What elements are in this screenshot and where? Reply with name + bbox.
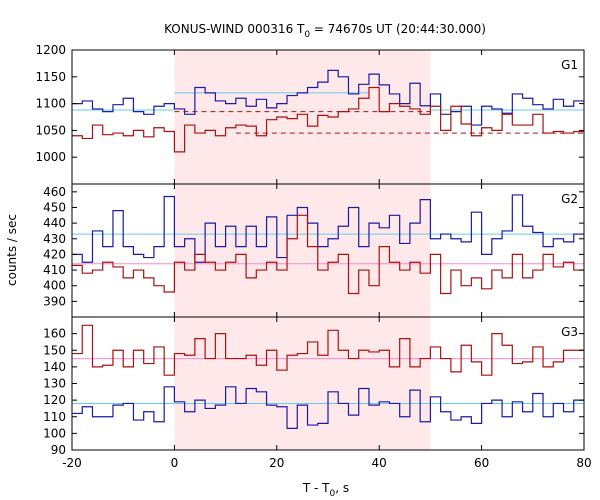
y-tick-label: 1150 xyxy=(35,70,66,84)
shaded-interval xyxy=(174,50,431,184)
y-tick-label: 100 xyxy=(43,426,66,440)
x-tick-label: 40 xyxy=(372,456,387,470)
panel-label: G2 xyxy=(561,192,578,206)
panel-g1: 1000 1050 1100 1150 1200 G1 xyxy=(35,43,585,185)
series-line-blue xyxy=(72,386,584,429)
chart-panels: 10001050110011501200G1390400410420430440… xyxy=(35,43,591,470)
y-tick-label: 400 xyxy=(43,279,66,293)
y-tick-label: 140 xyxy=(43,360,66,374)
plot-area-g1 xyxy=(72,69,584,153)
panel-label: G3 xyxy=(561,325,578,339)
y-tick-label: 460 xyxy=(43,185,66,199)
y-tick-label: 160 xyxy=(43,327,66,341)
x-axis-label: T - T0, s xyxy=(302,481,349,499)
y-tick-label: 1100 xyxy=(35,97,66,111)
y-axis-label: counts / sec xyxy=(5,214,19,286)
y-tick-label: 390 xyxy=(43,294,66,308)
series-line-red xyxy=(72,214,584,295)
y-tick-label: 440 xyxy=(43,216,66,230)
series-line-blue xyxy=(72,69,584,126)
plot-area-g3 xyxy=(72,324,584,429)
x-tick-label: -20 xyxy=(62,456,82,470)
y-tick-label: 1050 xyxy=(35,123,66,137)
y-tick-label: 430 xyxy=(43,232,66,246)
x-tick-label: 0 xyxy=(171,456,179,470)
y-tick-label: 120 xyxy=(43,393,66,407)
shaded-interval xyxy=(174,317,431,450)
x-tick-label: 20 xyxy=(269,456,284,470)
shaded-interval xyxy=(174,184,431,317)
x-tick-label: 60 xyxy=(474,456,489,470)
chart-title: KONUS-WIND 000316 T0 = 74670s UT (20:44:… xyxy=(164,22,486,40)
panel-g3: 90 100 110 120 130 140 150 160 -20 0 20 40 60 80 G3 xyxy=(43,316,592,470)
y-tick-label: 420 xyxy=(43,247,66,261)
series-line-red xyxy=(72,324,584,376)
panel-label: G1 xyxy=(561,58,578,72)
x-tick-label: 80 xyxy=(576,456,591,470)
y-tick-label: 110 xyxy=(43,410,66,424)
y-tick-label: 150 xyxy=(43,343,66,357)
y-tick-label: 450 xyxy=(43,200,66,214)
y-tick-label: 410 xyxy=(43,263,66,277)
plot-area-g2 xyxy=(72,194,584,295)
y-tick-label: 1200 xyxy=(35,43,66,57)
y-tick-label: 130 xyxy=(43,377,66,391)
y-tick-label: 1000 xyxy=(35,150,66,164)
series-line-blue xyxy=(72,194,584,263)
series-line-red xyxy=(72,86,584,153)
y-tick-label: 90 xyxy=(51,443,66,457)
